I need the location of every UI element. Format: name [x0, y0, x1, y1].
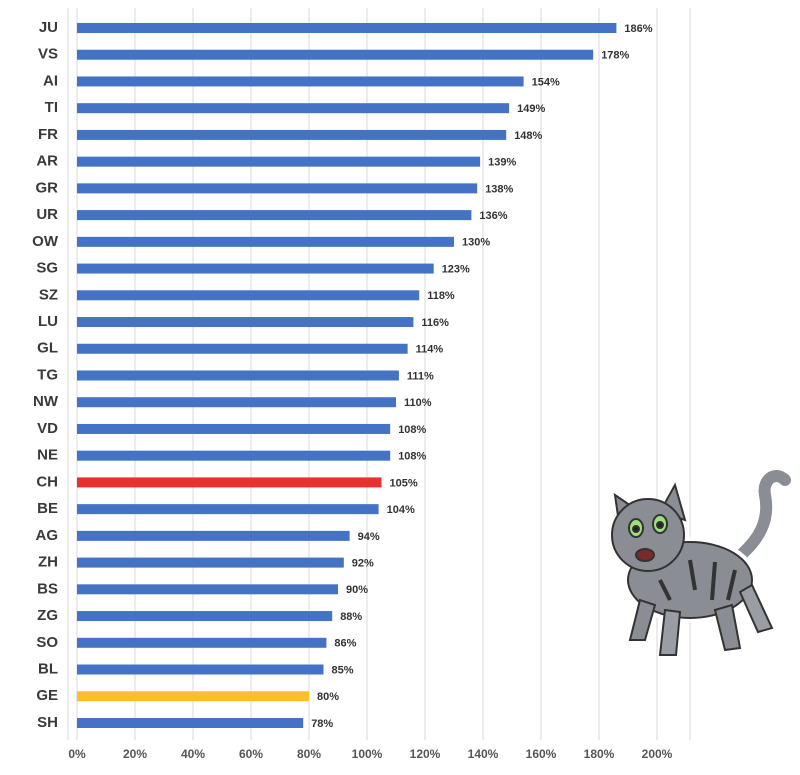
y-tick-label: GR: [36, 179, 59, 196]
bar: [77, 637, 327, 648]
bar: [77, 290, 420, 301]
cat-illustration: [611, 465, 796, 656]
y-tick-label: JU: [39, 19, 58, 36]
y-tick-label: LU: [38, 313, 58, 330]
x-tick-label: 20%: [123, 747, 147, 761]
bar: [77, 584, 338, 595]
value-label: 108%: [398, 451, 426, 463]
x-tick-label: 40%: [181, 747, 205, 761]
value-label: 90%: [346, 584, 368, 596]
value-label: 85%: [332, 664, 354, 676]
x-tick-label: 100%: [352, 747, 383, 761]
bar: [77, 557, 344, 568]
value-label: 148%: [514, 130, 542, 142]
value-label: 178%: [601, 50, 629, 62]
bar: [77, 477, 382, 488]
bar: [77, 183, 478, 194]
y-tick-label: UR: [36, 206, 58, 223]
bar: [77, 611, 333, 622]
value-label: 114%: [416, 344, 444, 356]
bar: [77, 370, 399, 381]
bar: [77, 317, 414, 328]
x-tick-label: 160%: [526, 747, 557, 761]
value-label: 139%: [488, 157, 516, 169]
y-tick-label: TG: [37, 366, 58, 383]
grid: 0% 20% 40% 60% 80% 100% 120% 140% 160% 180% 200%: [68, 8, 673, 761]
bar: [77, 664, 324, 675]
y-tick-label: SH: [37, 714, 58, 731]
y-tick-label: OW: [32, 233, 59, 250]
bar: [77, 691, 309, 702]
y-tick-label: ZH: [38, 554, 58, 571]
value-label: 123%: [442, 263, 470, 275]
bar: [77, 343, 408, 354]
bar: [77, 103, 510, 114]
x-tick-label: 200%: [642, 747, 673, 761]
bar: [77, 129, 507, 140]
y-tick-label: GL: [37, 340, 58, 357]
value-label: 136%: [479, 210, 507, 222]
value-label: 116%: [421, 317, 449, 329]
value-label: 111%: [407, 370, 434, 382]
value-label: 108%: [398, 424, 426, 436]
x-tick-label: 60%: [239, 747, 263, 761]
bar: [77, 236, 454, 247]
y-tick-label: SG: [36, 260, 58, 277]
value-label: 94%: [358, 531, 380, 543]
x-tick-label: 0%: [68, 747, 86, 761]
value-label: 86%: [334, 638, 356, 650]
value-label: 92%: [352, 558, 374, 570]
y-tick-label: FR: [38, 126, 58, 143]
y-tick-label: SO: [36, 634, 58, 651]
y-tick-label: AR: [36, 153, 58, 170]
y-tick-label: GE: [36, 687, 58, 704]
value-label: 149%: [517, 103, 545, 115]
y-tick-label: BE: [37, 500, 58, 517]
bar: [77, 49, 594, 60]
bar: [77, 530, 350, 541]
bar: [77, 504, 379, 515]
bar: [77, 76, 524, 87]
bar: [77, 210, 472, 221]
y-tick-label: CH: [36, 473, 58, 490]
y-tick-label: SZ: [39, 286, 58, 303]
bar: [77, 717, 304, 728]
value-label: 104%: [387, 504, 415, 516]
x-tick-label: 80%: [297, 747, 321, 761]
value-label: 138%: [485, 183, 513, 195]
y-tick-label: NE: [37, 447, 58, 464]
value-label: 88%: [340, 611, 362, 623]
bar: [77, 450, 391, 461]
x-tick-label: 120%: [410, 747, 441, 761]
bar: [77, 263, 434, 274]
y-tick-label: AI: [43, 72, 58, 89]
x-tick-label: 180%: [584, 747, 615, 761]
value-label: 110%: [404, 397, 432, 409]
value-label: 78%: [311, 718, 333, 730]
y-tick-label: ZG: [37, 607, 58, 624]
bar: [77, 156, 481, 167]
value-label: 154%: [532, 76, 560, 88]
y-tick-label: TI: [45, 99, 58, 116]
value-label: 118%: [427, 290, 455, 302]
bar: [77, 23, 617, 33]
value-label: 105%: [390, 477, 418, 489]
value-label: 130%: [462, 237, 490, 249]
bar: [77, 423, 391, 434]
value-label: 186%: [624, 23, 652, 35]
y-tick-label: VD: [37, 420, 58, 437]
y-tick-label: NW: [33, 393, 59, 410]
y-tick-label: AG: [36, 527, 59, 544]
y-tick-label: BS: [37, 580, 58, 597]
value-label: 80%: [317, 691, 339, 703]
y-tick-label: VS: [38, 46, 58, 63]
y-tick-label: BL: [38, 660, 58, 677]
bar: [77, 397, 396, 408]
x-tick-label: 140%: [468, 747, 499, 761]
bars: JU 186% VS 178% AI 154% TI 149% FR 148% AR 139% GR 13…: [32, 19, 653, 731]
